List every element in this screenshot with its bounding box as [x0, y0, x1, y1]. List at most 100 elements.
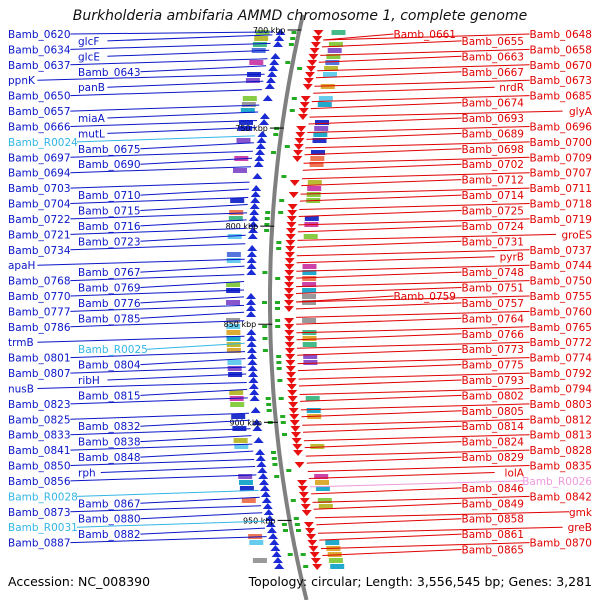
gene-label[interactable]: Bamb_0757: [461, 298, 524, 310]
gene-label[interactable]: Bamb_0643: [78, 67, 141, 79]
gene-label[interactable]: Bamb_0825: [8, 414, 71, 426]
gene-label[interactable]: Bamb_0661: [393, 29, 456, 41]
gene-label[interactable]: Bamb_0773: [461, 344, 524, 356]
gene-label[interactable]: Bamb_0750: [529, 276, 592, 288]
gene-label[interactable]: Bamb_0696: [529, 121, 592, 133]
gene-label[interactable]: Bamb_0865: [461, 545, 524, 557]
gene-label[interactable]: Bamb_0723: [78, 236, 141, 248]
gene-label[interactable]: Bamb_0704: [8, 199, 71, 211]
gene-label[interactable]: Bamb_0794: [529, 383, 592, 395]
gene-label[interactable]: mutL: [78, 128, 105, 140]
gene-label[interactable]: Bamb_0725: [461, 205, 524, 217]
gene-label[interactable]: trmB: [8, 337, 34, 349]
gene-label[interactable]: Bamb_0685: [529, 91, 592, 103]
gene-label[interactable]: ribH: [78, 375, 100, 387]
gene-label[interactable]: Bamb_0870: [529, 538, 592, 550]
gene-label[interactable]: Bamb_0849: [461, 498, 524, 510]
gene-label[interactable]: glcF: [78, 36, 99, 48]
gene-label[interactable]: Bamb_0807: [8, 368, 71, 380]
gene-label[interactable]: Bamb_0620: [8, 29, 71, 41]
gene-label[interactable]: nusB: [8, 383, 34, 395]
gene-label[interactable]: Bamb_0703: [8, 183, 71, 195]
gene-label[interactable]: Bamb_0828: [529, 445, 592, 457]
gene-label[interactable]: Bamb_0785: [78, 313, 141, 325]
gene-label[interactable]: Bamb_0689: [461, 128, 524, 140]
gene-label[interactable]: Bamb_0842: [529, 491, 592, 503]
gene-label[interactable]: pyrB: [500, 252, 524, 264]
gene-label[interactable]: panB: [78, 82, 105, 94]
gene-label[interactable]: Bamb_0861: [461, 529, 524, 541]
rna-label[interactable]: Bamb_R0024: [8, 137, 78, 149]
gene-label[interactable]: Bamb_0768: [8, 276, 71, 288]
gene-label[interactable]: Bamb_0700: [529, 137, 592, 149]
gene-label[interactable]: Bamb_0846: [461, 483, 524, 495]
gene-label[interactable]: Bamb_0657: [8, 106, 71, 118]
gene-label[interactable]: Bamb_0815: [78, 390, 141, 402]
gene-label[interactable]: apaH: [8, 260, 35, 272]
gene-label[interactable]: Bamb_0748: [461, 267, 524, 279]
gene-label[interactable]: Bamb_0769: [78, 283, 141, 295]
gene-label[interactable]: Bamb_0805: [461, 406, 524, 418]
gene-label[interactable]: Bamb_0673: [529, 75, 592, 87]
gene-label[interactable]: Bamb_0744: [529, 260, 592, 272]
gene-label[interactable]: Bamb_0734: [8, 245, 71, 257]
gene-label[interactable]: Bamb_0772: [529, 337, 592, 349]
gene-label[interactable]: Bamb_0867: [78, 498, 141, 510]
gene-label[interactable]: Bamb_0770: [8, 291, 71, 303]
gene-label[interactable]: Bamb_0755: [529, 291, 592, 303]
gene-label[interactable]: Bamb_0707: [529, 168, 592, 180]
gene-label[interactable]: Bamb_0835: [529, 461, 592, 473]
gene-label[interactable]: Bamb_0812: [529, 414, 592, 426]
gene-label[interactable]: Bamb_0712: [461, 175, 524, 187]
gene-label[interactable]: Bamb_0775: [461, 360, 524, 372]
gene-label[interactable]: glcE: [78, 51, 100, 63]
gene-label[interactable]: Bamb_0714: [461, 190, 524, 202]
gene-label[interactable]: miaA: [78, 113, 106, 125]
gene-label[interactable]: Bamb_0786: [8, 322, 71, 334]
gene-label[interactable]: Bamb_0832: [78, 421, 141, 433]
gene-label[interactable]: lolA: [505, 467, 525, 479]
gene-label[interactable]: Bamb_0697: [8, 152, 71, 164]
gene-label[interactable]: Bamb_0824: [461, 437, 524, 449]
gene-label[interactable]: Bamb_0838: [78, 437, 141, 449]
gene-label[interactable]: Bamb_0858: [461, 514, 524, 526]
gene-label[interactable]: Bamb_0793: [461, 375, 524, 387]
rna-label[interactable]: Bamb_R0026: [522, 476, 592, 488]
gene-label[interactable]: Bamb_0792: [529, 368, 592, 380]
gene-label[interactable]: Bamb_0718: [529, 199, 592, 211]
gene-label[interactable]: Bamb_0841: [8, 445, 71, 457]
gene-label[interactable]: Bamb_0882: [78, 529, 141, 541]
gene-label[interactable]: Bamb_0650: [8, 91, 71, 103]
gene-label[interactable]: Bamb_0666: [8, 121, 71, 133]
gene-label[interactable]: Bamb_0722: [8, 214, 71, 226]
gene-label[interactable]: Bamb_0848: [78, 452, 141, 464]
gene-label[interactable]: Bamb_0702: [461, 159, 524, 171]
gene-label[interactable]: Bamb_0804: [78, 360, 141, 372]
gene-label[interactable]: Bamb_0823: [8, 399, 71, 411]
gene-label[interactable]: Bamb_0670: [529, 60, 592, 72]
rna-label[interactable]: Bamb_R0031: [8, 522, 78, 534]
gene-label[interactable]: Bamb_0709: [529, 152, 592, 164]
gene-label[interactable]: Bamb_0694: [8, 168, 71, 180]
gene-label[interactable]: Bamb_0690: [78, 159, 141, 171]
gene-label[interactable]: Bamb_0637: [8, 60, 71, 72]
gene-label[interactable]: glyA: [569, 106, 593, 118]
gene-label[interactable]: Bamb_0655: [461, 36, 524, 48]
gene-label[interactable]: Bamb_0698: [461, 144, 524, 156]
gene-label[interactable]: Bamb_0674: [461, 98, 524, 110]
gene-label[interactable]: Bamb_0765: [529, 322, 592, 334]
gene-label[interactable]: Bamb_0802: [461, 390, 524, 402]
gene-label[interactable]: Bamb_0766: [461, 329, 524, 341]
gene-label[interactable]: Bamb_0724: [461, 221, 524, 233]
gene-label[interactable]: Bamb_0693: [461, 113, 524, 125]
gene-label[interactable]: Bamb_0737: [529, 245, 592, 257]
gene-label[interactable]: Bamb_0759: [393, 291, 456, 303]
gene-label[interactable]: Bamb_0751: [461, 283, 524, 295]
gene-label[interactable]: Bamb_0716: [78, 221, 141, 233]
gene-label[interactable]: Bamb_0829: [461, 452, 524, 464]
gene-label[interactable]: Bamb_0675: [78, 144, 141, 156]
gene-label[interactable]: Bamb_0887: [8, 538, 71, 550]
gene-label[interactable]: Bamb_0648: [529, 29, 592, 41]
gene-label[interactable]: Bamb_0814: [461, 421, 524, 433]
gene-label[interactable]: rph: [78, 467, 96, 479]
